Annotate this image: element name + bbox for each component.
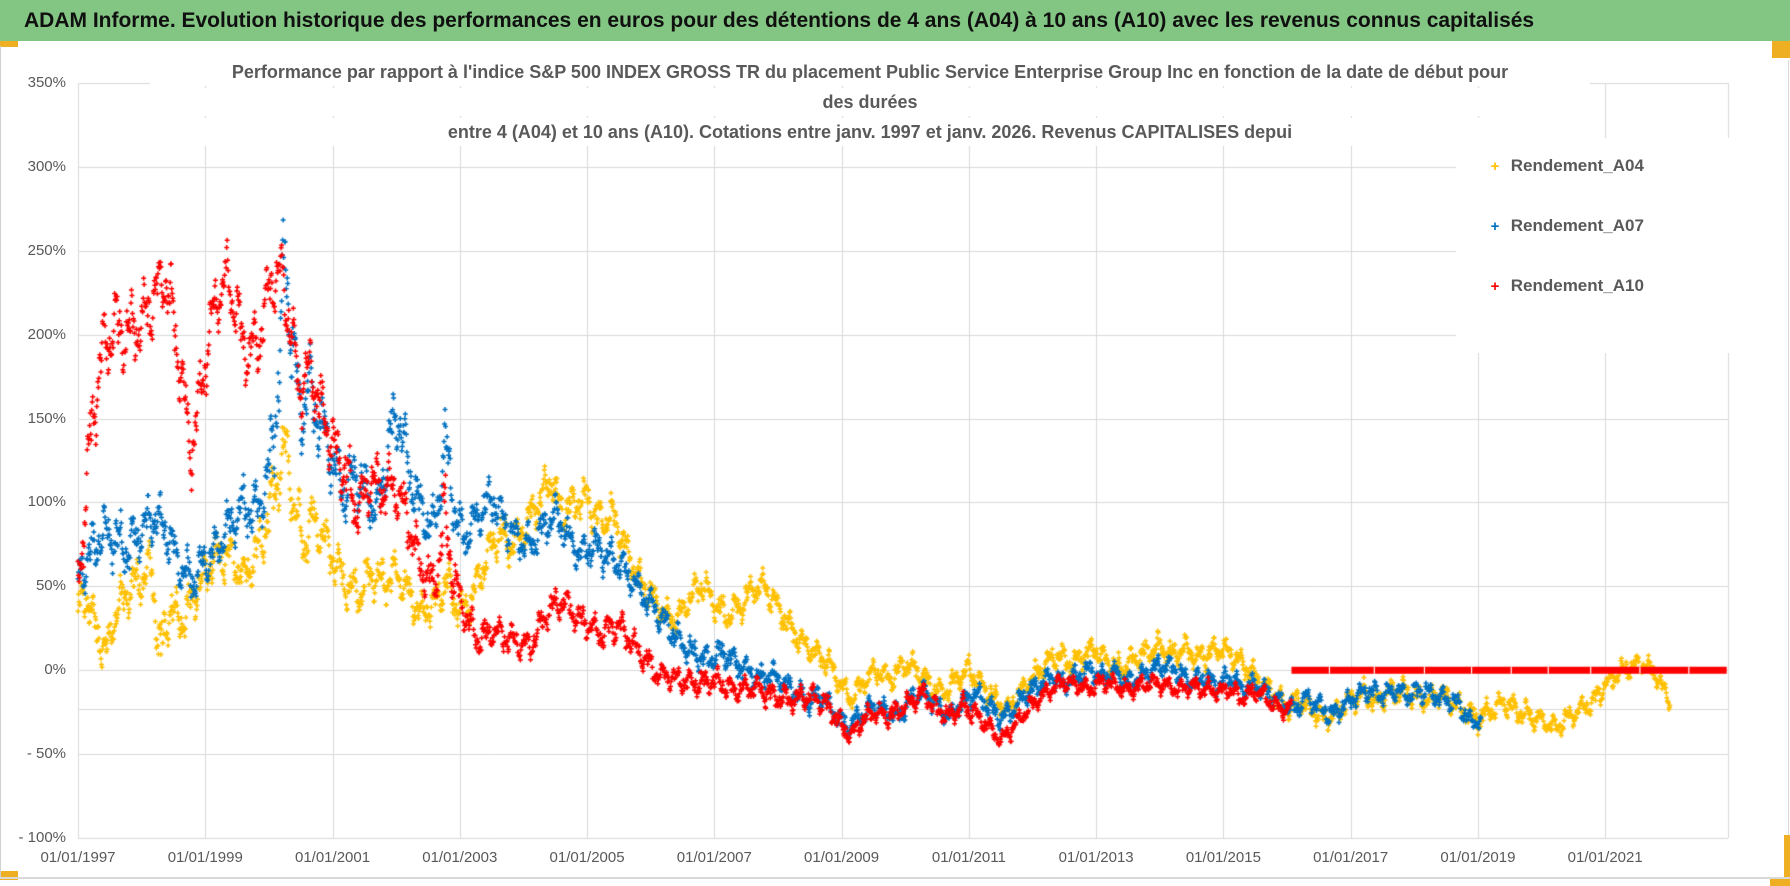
plus-marker-icon: + [1490,218,1500,235]
sheet-header-bar: ADAM Informe. Evolution historique des p… [0,0,1790,41]
legend-label: Rendement_A10 [1510,276,1644,295]
y-tick-label: 200% [27,325,66,343]
y-tick-label: 150% [27,409,66,427]
chart-title-line3: entre 4 (A04) et 10 ans (A10). Cotations… [150,118,1590,146]
x-tick-label: 01/01/2021 [1567,849,1643,866]
legend-label: Rendement_A07 [1510,216,1644,235]
y-tick-label: 100% [27,493,66,511]
x-tick-label: 01/01/2005 [549,849,625,866]
chart-right-border [1788,60,1789,835]
legend-label: Rendement_A04 [1510,156,1644,175]
x-tick-label: 01/01/2003 [422,849,498,866]
x-tick-label: 01/01/1999 [167,849,243,866]
y-tick-label: - 50% [26,745,66,763]
x-tick-label: 01/01/2009 [804,849,880,866]
bottom-separator-line [0,877,1790,879]
legend-item-rendement-a04[interactable]: + Rendement_A04 [1484,154,1644,178]
legend-item-rendement-a07[interactable]: + Rendement_A07 [1484,214,1644,238]
plus-marker-icon: + [1490,278,1500,295]
x-tick-label: 01/01/2015 [1185,849,1261,866]
x-tick-label: 01/01/2011 [931,849,1006,866]
y-tick-label: - 100% [18,829,66,846]
y-tick-label: 50% [35,577,66,595]
y-tick-label: 0% [44,661,66,679]
x-tick-label: 01/01/2019 [1440,849,1516,866]
x-tick-label: 01/01/1997 [40,849,116,866]
plus-marker-icon: + [1490,158,1500,175]
gold-accent-top-right [1772,41,1790,58]
y-tick-label: 250% [27,241,66,259]
chart-title-line2: des durées [150,88,1590,116]
x-tick-label: 01/01/2001 [294,849,371,866]
y-tick-label: 350% [27,74,66,91]
x-tick-label: 01/01/2007 [676,849,752,866]
gold-accent-bottom-left [0,871,18,880]
gold-accent-right-strip [1784,835,1790,886]
x-tick-label: 01/01/2013 [1058,849,1134,866]
chart-title-line1: Performance par rapport à l'indice S&P 5… [150,58,1590,86]
chart-legend: + Rendement_A04 + Rendement_A07 + Rendem… [1456,138,1756,353]
y-tick-label: 300% [27,157,66,175]
chart-left-border [0,46,1,877]
x-tick-label: 01/01/2017 [1313,849,1389,866]
gold-accent-bottom-right [1770,878,1790,886]
gold-accent-top-left [0,41,18,47]
legend-item-rendement-a10[interactable]: + Rendement_A10 [1484,274,1644,298]
